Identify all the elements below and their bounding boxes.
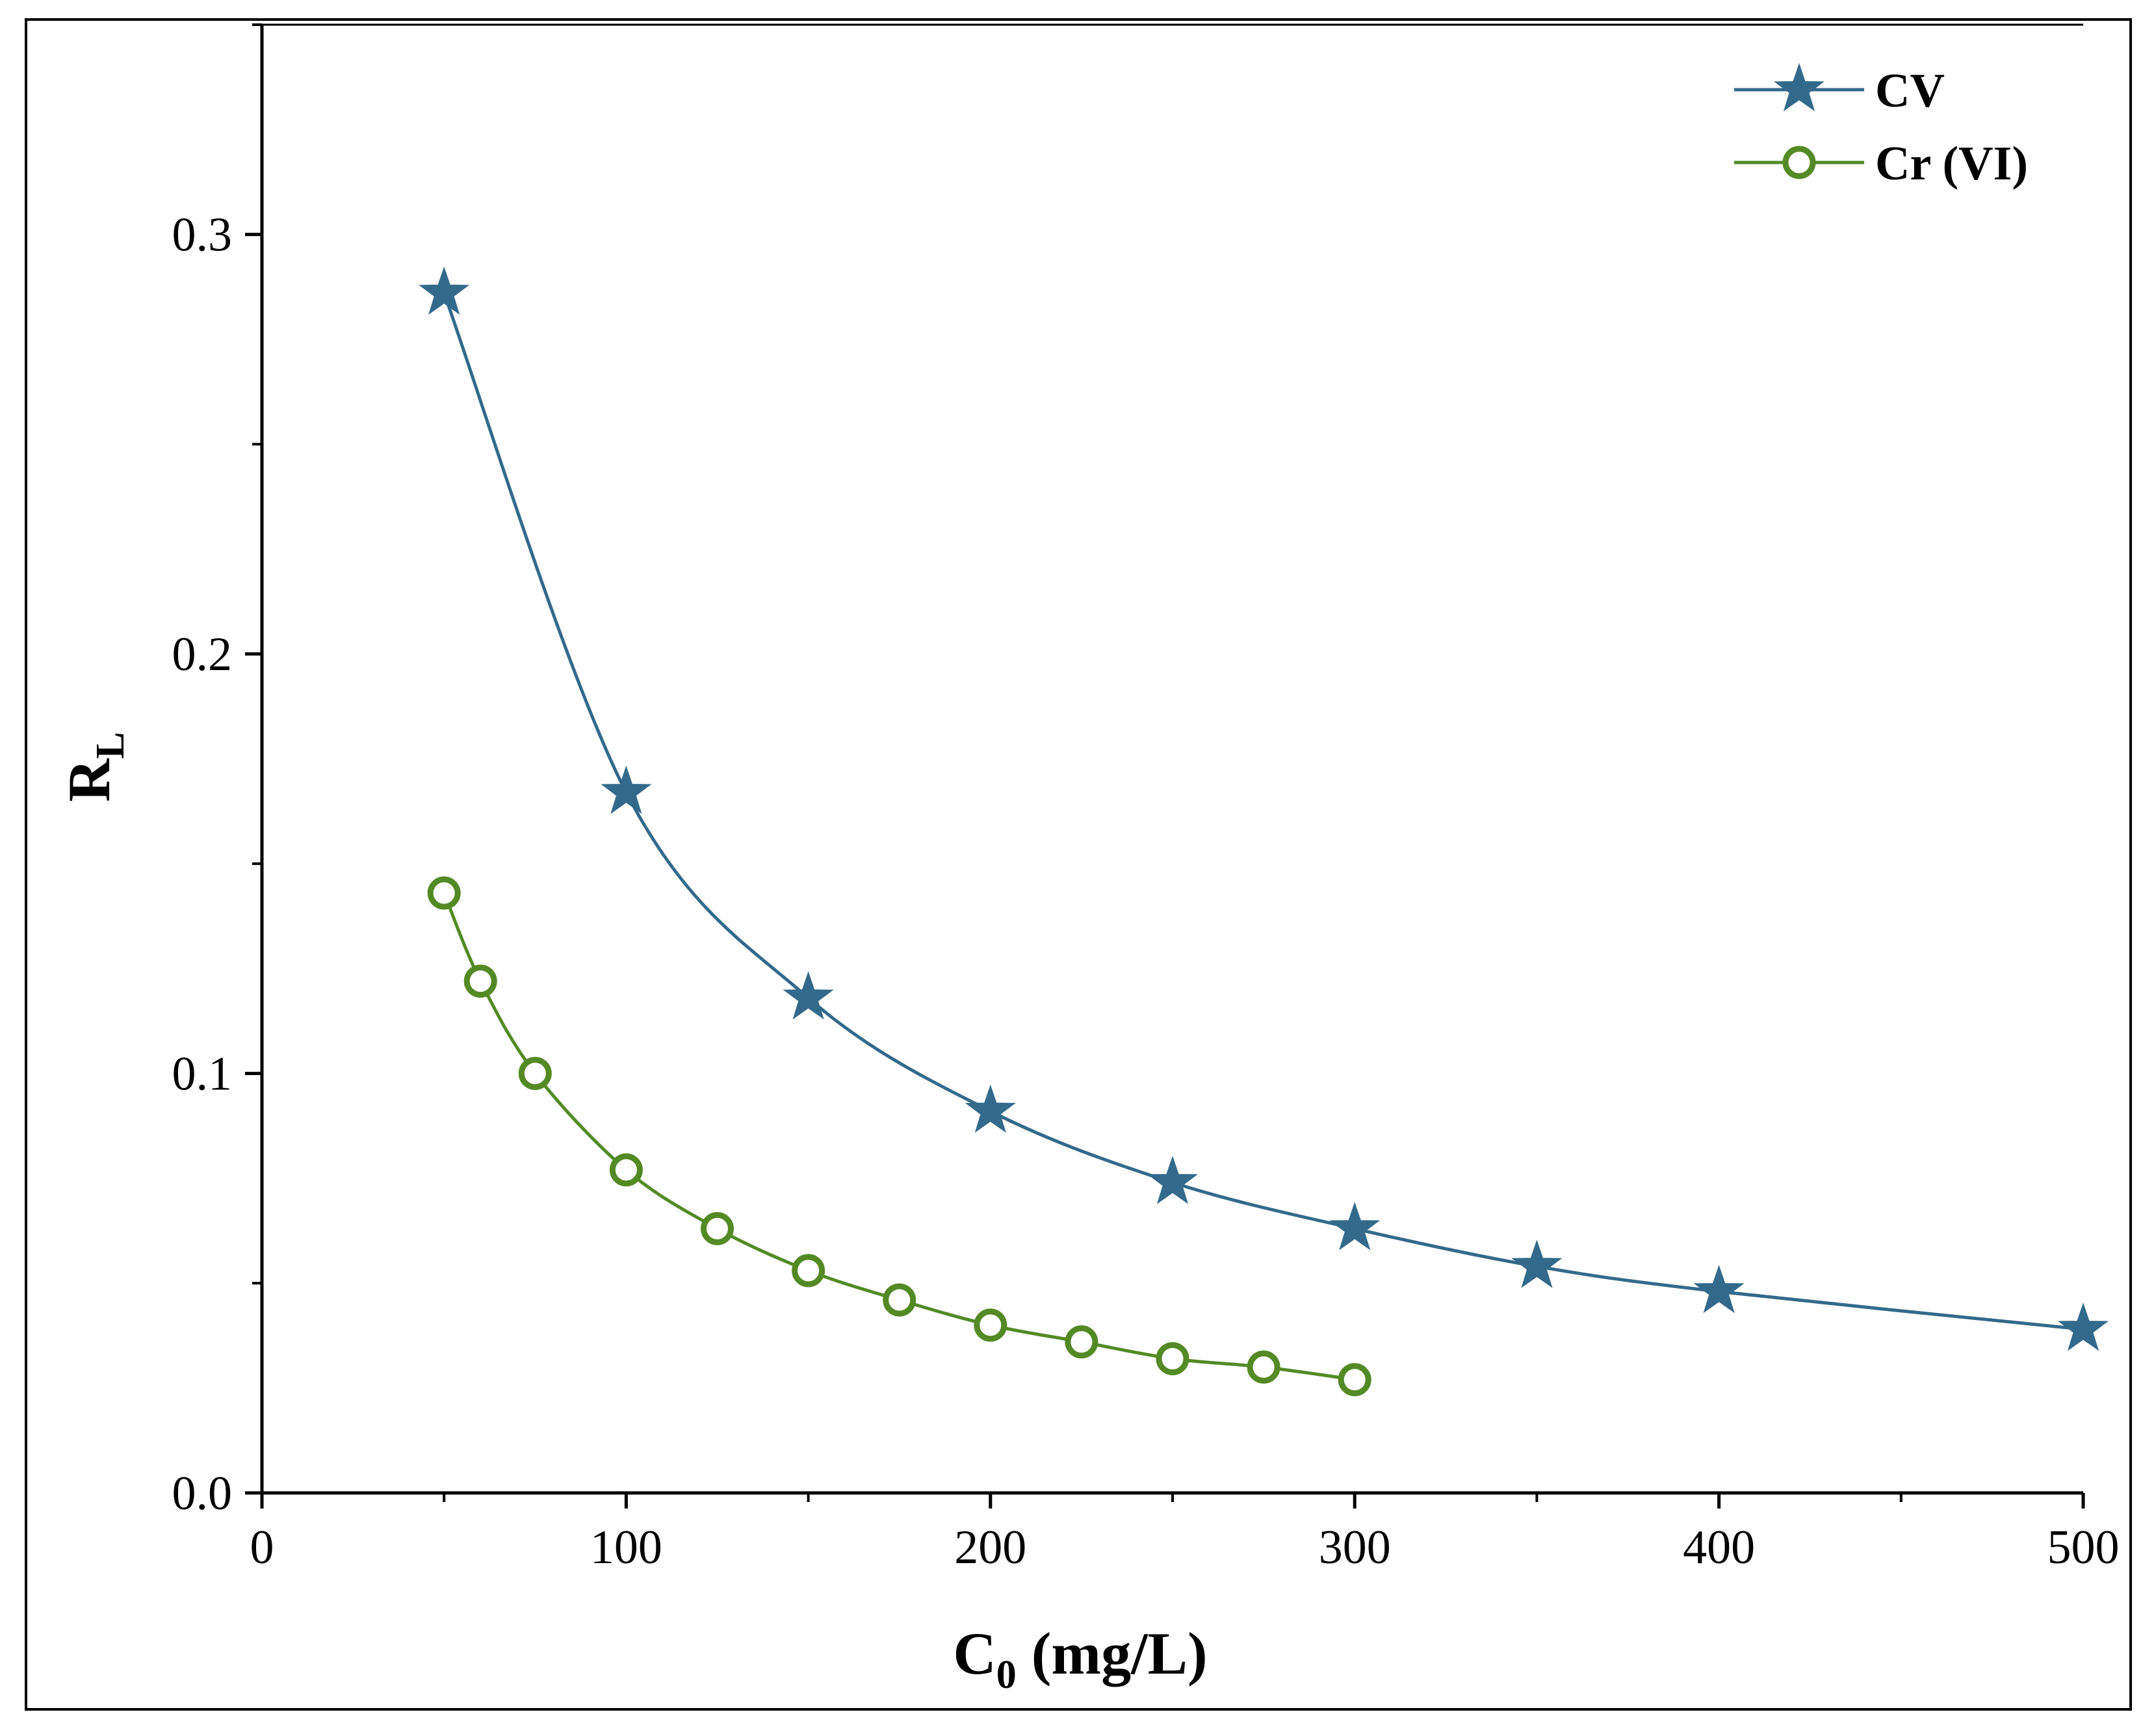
figure-frame — [25, 18, 2132, 1711]
x-tick-label: 500 — [2047, 1521, 2120, 1574]
data-point — [419, 266, 470, 315]
y-tick-label: 0.0 — [172, 1467, 233, 1520]
data-point — [701, 1211, 734, 1245]
data-point — [965, 1084, 1016, 1133]
x-axis-title: C0 (mg/L) — [953, 1620, 1207, 1697]
legend: CV Cr (VI) — [1734, 62, 2028, 190]
x-tick-label: 0 — [250, 1521, 274, 1574]
y-tick-label: 0.3 — [172, 209, 233, 262]
data-point — [609, 1153, 643, 1187]
series-cr-vi — [427, 876, 1371, 1397]
data-point — [1065, 1325, 1098, 1359]
y-axis-title-main: R — [56, 758, 122, 802]
data-point — [974, 1308, 1007, 1342]
legend-item: CV — [1734, 62, 1945, 118]
x-tick-label: 100 — [590, 1521, 662, 1574]
x-tick-label: 300 — [1319, 1521, 1391, 1574]
data-point — [2057, 1302, 2109, 1351]
x-axis-title-main: C — [953, 1620, 996, 1687]
data-point — [1247, 1350, 1280, 1384]
data-point — [463, 965, 497, 998]
x-axis-title-units: (mg/L) — [1017, 1620, 1208, 1687]
data-point — [1338, 1363, 1371, 1397]
data-point — [518, 1057, 552, 1091]
data-point — [1147, 1156, 1199, 1204]
axis-titles: C0 (mg/L) RL — [56, 732, 1208, 1697]
legend-item: Cr (VI) — [1734, 137, 2028, 190]
y-tick-label: 0.1 — [172, 1048, 233, 1101]
data-point — [783, 971, 834, 1020]
legend-label: Cr (VI) — [1875, 137, 2028, 190]
data-point — [792, 1254, 825, 1288]
data-point — [1693, 1265, 1745, 1314]
data-point — [601, 765, 652, 814]
legend-marker — [1773, 62, 1825, 112]
y-axis-title-subscript: L — [88, 732, 133, 758]
series-cv — [419, 266, 2109, 1351]
data-point — [1156, 1341, 1189, 1375]
x-tick-label: 200 — [954, 1521, 1026, 1574]
y-axis-title: RL — [56, 732, 133, 802]
axes-group: 0 100 200 300 400 500 0.0 0.1 0.2 0.3 — [172, 23, 2120, 1574]
data-point — [883, 1283, 916, 1317]
series-line — [442, 292, 2084, 1331]
data-point — [1329, 1202, 1381, 1250]
legend-label: CV — [1875, 64, 1945, 118]
legend-marker — [1782, 146, 1816, 179]
data-point — [427, 876, 461, 910]
x-axis-title-subscript: 0 — [996, 1653, 1017, 1697]
x-tick-label: 400 — [1683, 1521, 1755, 1574]
data-point — [1511, 1239, 1563, 1288]
series-layer — [419, 266, 2109, 1397]
y-tick-label: 0.2 — [172, 628, 233, 681]
